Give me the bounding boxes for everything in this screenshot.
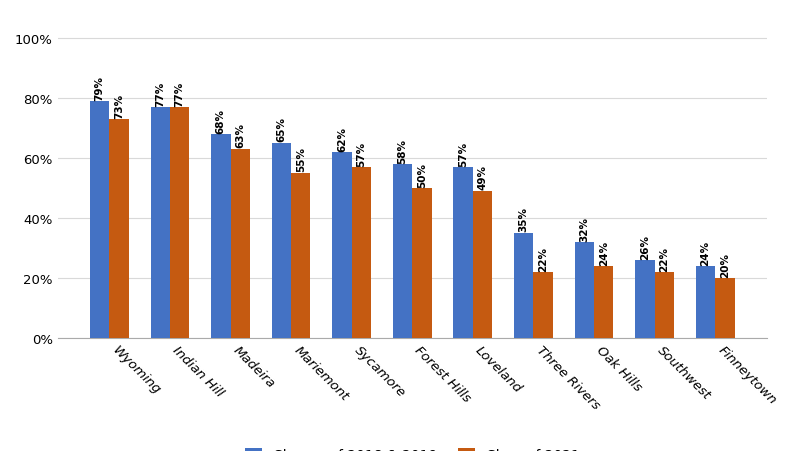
Bar	[393, 165, 412, 338]
Bar	[514, 234, 534, 338]
Text: 22%: 22%	[659, 246, 670, 271]
Text: 20%: 20%	[720, 252, 730, 277]
Bar	[272, 144, 291, 338]
Bar	[211, 135, 230, 338]
Bar	[150, 108, 170, 338]
Text: 24%: 24%	[701, 240, 710, 265]
Text: 73%: 73%	[114, 93, 124, 118]
Text: 55%: 55%	[296, 147, 306, 172]
Bar	[594, 267, 614, 338]
Bar	[534, 272, 553, 338]
Bar	[352, 168, 371, 338]
Bar	[110, 120, 129, 338]
Bar	[170, 108, 190, 338]
Text: 32%: 32%	[579, 216, 590, 241]
Text: 22%: 22%	[538, 246, 548, 271]
Bar	[291, 174, 310, 338]
Text: 26%: 26%	[640, 234, 650, 259]
Text: 68%: 68%	[216, 108, 226, 133]
Bar	[696, 267, 715, 338]
Bar	[635, 260, 654, 338]
Bar	[332, 152, 352, 338]
Text: 79%: 79%	[94, 75, 105, 100]
Text: 49%: 49%	[478, 165, 487, 190]
Bar	[473, 192, 492, 338]
Bar	[230, 150, 250, 338]
Bar	[412, 189, 432, 338]
Text: 57%: 57%	[356, 141, 366, 166]
Text: 65%: 65%	[276, 117, 286, 142]
Bar	[574, 243, 594, 338]
Text: 24%: 24%	[598, 240, 609, 265]
Text: 57%: 57%	[458, 141, 468, 166]
Text: 77%: 77%	[155, 81, 166, 106]
Text: 35%: 35%	[518, 207, 529, 232]
Bar	[654, 272, 674, 338]
Text: 50%: 50%	[417, 162, 427, 187]
Text: 58%: 58%	[398, 138, 407, 163]
Bar	[715, 278, 734, 338]
Bar	[454, 168, 473, 338]
Bar	[90, 102, 110, 338]
Text: 62%: 62%	[337, 126, 347, 151]
Text: 77%: 77%	[174, 81, 185, 106]
Text: 63%: 63%	[235, 123, 246, 148]
Legend: Classes of 2018 & 2019, Class of 2021: Classes of 2018 & 2019, Class of 2021	[239, 442, 585, 451]
